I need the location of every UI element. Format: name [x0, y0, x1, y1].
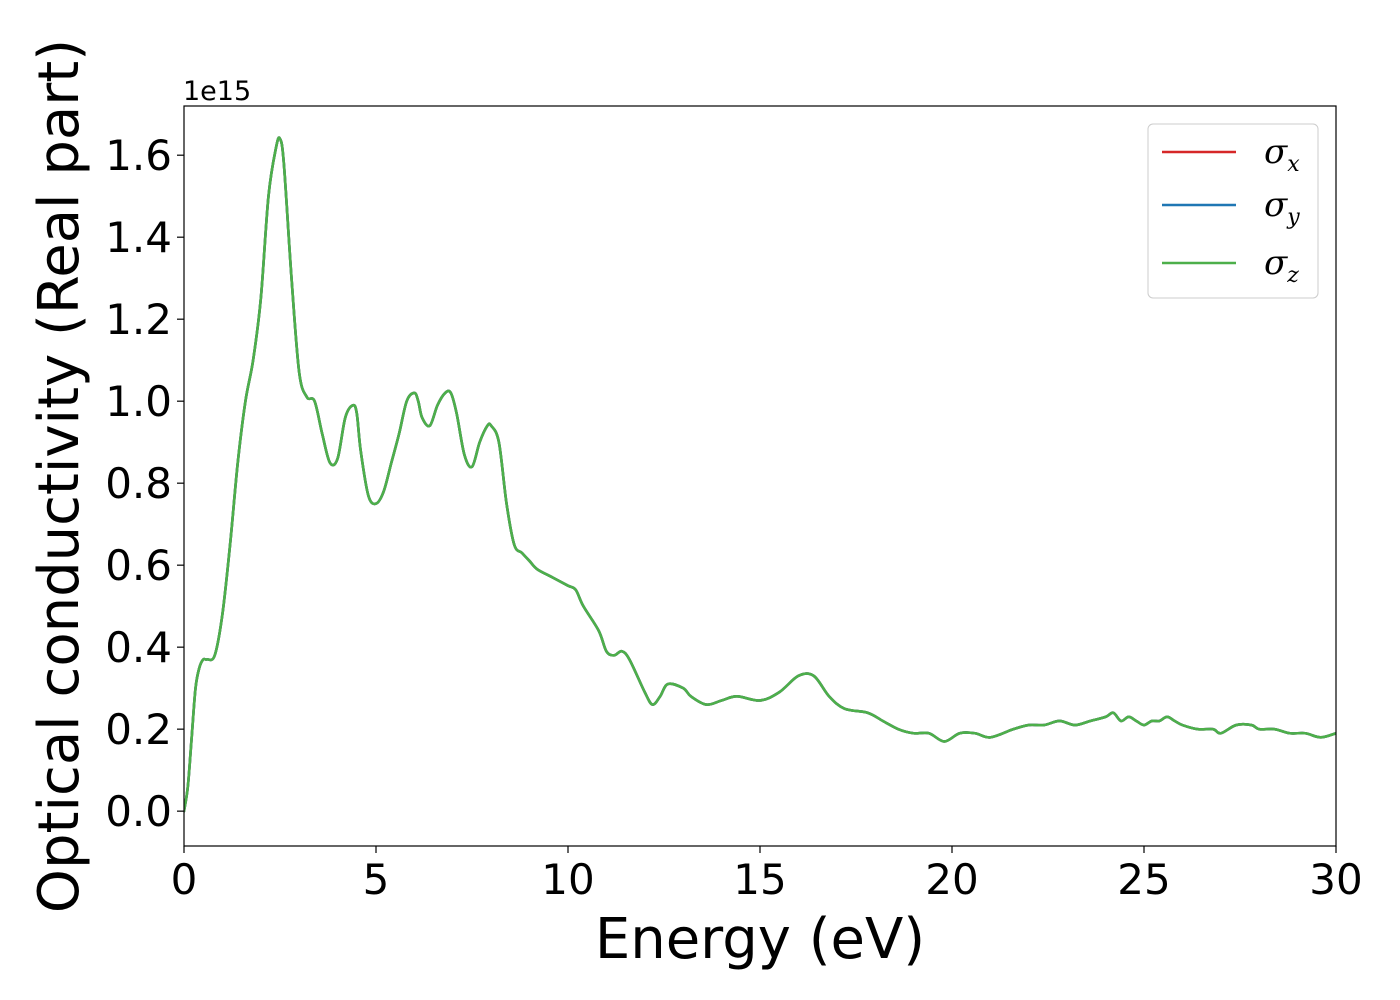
y-tick-label: 0.6 [105, 541, 172, 590]
y-offset-label: 1e15 [183, 76, 251, 107]
y-tick-label: 0.2 [105, 705, 172, 754]
x-tick-label: 0 [171, 855, 198, 904]
x-axis-title: Energy (eV) [595, 907, 925, 972]
x-axis-ticks: 0 5 10 15 20 25 30 [171, 846, 1363, 904]
x-tick-label: 25 [1117, 855, 1170, 904]
y-tick-label: 1.4 [105, 213, 172, 262]
y-tick-label: 1.6 [105, 131, 172, 180]
y-tick-label: 0.4 [105, 623, 172, 672]
y-tick-label: 0.0 [105, 787, 172, 836]
series-lines [184, 136, 1336, 813]
y-tick-label: 0.8 [105, 459, 172, 508]
y-tick-label: 1.0 [105, 377, 172, 426]
y-tick-label: 1.2 [105, 295, 172, 344]
legend-box [1147, 123, 1319, 299]
x-tick-label: 15 [733, 855, 786, 904]
x-tick-label: 30 [1309, 855, 1362, 904]
x-tick-label: 5 [363, 855, 390, 904]
y-axis-title: Optical conductivity (Real part) [27, 39, 92, 913]
series-line-σz [184, 136, 1336, 813]
y-axis-ticks: 0.0 0.2 0.4 0.6 0.8 1.0 1.2 1.4 1.6 [105, 131, 184, 836]
x-tick-label: 10 [541, 855, 594, 904]
x-tick-label: 20 [925, 855, 978, 904]
